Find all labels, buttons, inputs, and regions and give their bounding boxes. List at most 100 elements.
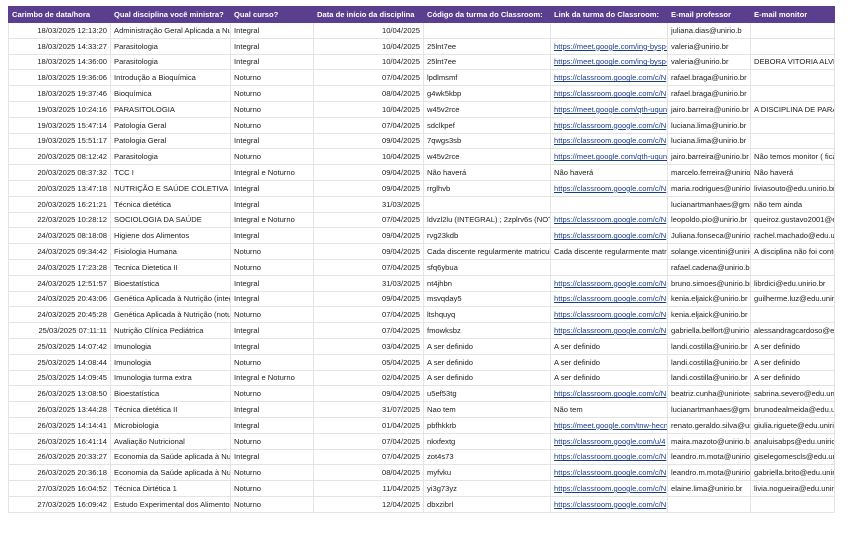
- table-row: 26/03/2025 20:36:18 Economia da Saúde apl…: [8, 464, 835, 482]
- table-cell: ldvzl2lu (INTEGRAL) ; 2zplrv6s (NOTUI: [423, 211, 551, 229]
- table-cell: rafael.cadena@unirio.br: [667, 258, 751, 276]
- table-cell: alessandragcardoso@ed: [750, 322, 835, 339]
- table-cell: 07/04/2025: [313, 211, 424, 229]
- table-cell: https://classroom.google.com/c/N: [550, 179, 668, 197]
- table-cell: [550, 22, 668, 39]
- table-row: 20/03/2025 16:21:21 Técnica dietética Inte…: [8, 195, 835, 213]
- table-cell: 25/03/2025 14:08:44: [8, 353, 111, 371]
- table-cell: Não temos monitor ( fica: [750, 148, 835, 166]
- table-cell: 12/04/2025: [313, 495, 424, 513]
- table-cell: https://classroom.google.com/c/N: [550, 290, 668, 308]
- table-cell: 07/04/2025: [313, 258, 424, 276]
- table-cell: 26/03/2025 13:44:28: [8, 401, 111, 418]
- table-cell: livia.nogueira@edu.unir: [750, 480, 835, 497]
- table-cell: https://classroom.google.com/c/N: [550, 385, 668, 403]
- table-cell: Patologia Geral: [110, 132, 231, 150]
- table-cell: PARASITOLOGIA: [110, 100, 231, 118]
- table-cell: Bioestatística: [110, 274, 231, 292]
- table-cell: leandro.m.mota@unirio.t: [667, 448, 751, 466]
- table-cell: Bioquímica: [110, 85, 231, 102]
- table-row: 26/03/2025 16:41:14 Avaliação Nutricional…: [8, 432, 835, 450]
- table-cell: rvg23kdb: [423, 227, 551, 245]
- table-cell: Cada discente regularmente matric: [550, 243, 668, 260]
- table-cell: 09/04/2025: [313, 164, 424, 181]
- table-cell: gabriella.brito@edu.unir: [750, 464, 835, 482]
- table-cell: https://classroom.google.com/c/N: [550, 322, 668, 339]
- table-cell: 09/04/2025: [313, 227, 424, 245]
- table-cell: ltshquyq: [423, 306, 551, 324]
- table-cell: não tem ainda: [750, 195, 835, 213]
- table-cell: [750, 69, 835, 87]
- table-row: 18/03/2025 14:33:27 Parasitologia Integral…: [8, 37, 835, 55]
- spreadsheet: Carimbo de data/hora Qual disciplina você…: [8, 6, 835, 513]
- table-cell: sabrina.severo@edu.unir: [750, 385, 835, 403]
- table-cell: Não haverá: [423, 164, 551, 181]
- table-cell: 25/03/2025 14:09:45: [8, 369, 111, 387]
- table-cell: 22/03/2025 10:28:12: [8, 211, 111, 229]
- table-cell: w45v2rce: [423, 100, 551, 118]
- table-cell: 20/03/2025 08:37:32: [8, 164, 111, 181]
- header-row: Carimbo de data/hora Qual disciplina você…: [8, 6, 835, 23]
- table-row: 26/03/2025 13:44:28 Técnica dietética II I…: [8, 401, 835, 418]
- table-cell: [423, 195, 551, 213]
- table-cell: Técnica dietética: [110, 195, 231, 213]
- table-cell: TCC I: [110, 164, 231, 181]
- table-row: 22/03/2025 10:28:12 SOCIOLOGIA DA SAÚDE In…: [8, 211, 835, 229]
- table-row: 24/03/2025 09:34:42 Fisiologia Humana Notu…: [8, 243, 835, 260]
- table-cell: 05/04/2025: [313, 353, 424, 371]
- table-row: 20/03/2025 08:37:32 TCC I Integral e Notur…: [8, 164, 835, 181]
- table-row: 19/03/2025 15:47:14 Patologia Geral Noturn…: [8, 116, 835, 134]
- table-cell: maria.rodrigues@unirio.t: [667, 179, 751, 197]
- table-cell: elaine.lima@unirio.br: [667, 480, 751, 497]
- table-cell: https://classroom.google.com/c/N: [550, 116, 668, 134]
- table-cell: Noturno: [230, 148, 314, 166]
- table-cell: https://meet.google.com/qth-uqun: [550, 148, 668, 166]
- table-cell: 19/03/2025 15:51:17: [8, 132, 111, 150]
- table-cell: Bioestatística: [110, 385, 231, 403]
- table-row: 18/03/2025 12:13:20 Administração Geral A…: [8, 22, 835, 39]
- table-cell: 25/03/2025 07:11:11: [8, 322, 111, 339]
- table-cell: Nao tem: [423, 401, 551, 418]
- table-cell: Noturno: [230, 243, 314, 260]
- table-cell: https://classroom.google.com/c/N: [550, 69, 668, 87]
- table-cell: jairo.barreira@unirio.br: [667, 100, 751, 118]
- table-cell: kenia.eljaick@unirio.br: [667, 290, 751, 308]
- table-cell: [750, 132, 835, 150]
- table-cell: 25/03/2025 14:07:42: [8, 337, 111, 355]
- table-row: 24/03/2025 12:51:57 Bioestatística Integra…: [8, 274, 835, 292]
- table-cell: [750, 495, 835, 513]
- table-row: 27/03/2025 16:09:42 Estudo Experimental d…: [8, 495, 835, 513]
- table-cell: Tecnica Dietetica II: [110, 258, 231, 276]
- table-row: 25/03/2025 14:09:45 Imunologia turma extr…: [8, 369, 835, 387]
- table-cell: rrglhvb: [423, 179, 551, 197]
- table-cell: 24/03/2025 20:45:28: [8, 306, 111, 324]
- table-cell: 7qwgs3sb: [423, 132, 551, 150]
- table-row: 26/03/2025 20:33:27 Economia da Saúde apl…: [8, 448, 835, 466]
- table-cell: Genética Aplicada à Nutrição (notur: [110, 306, 231, 324]
- table-cell: beatriz.cunha@uniriotec: [667, 385, 751, 403]
- table-cell: lucianartmanhaes@gma: [667, 195, 751, 213]
- table-cell: Fisiologia Humana: [110, 243, 231, 260]
- table-cell: marcelo.ferreira@unirio.t: [667, 164, 751, 181]
- table-cell: [550, 195, 668, 213]
- table-cell: A DISCIPLINA DE PARAS: [750, 100, 835, 118]
- column-header: E-mail professor: [667, 6, 751, 23]
- column-header: Qual curso?: [230, 6, 314, 23]
- table-cell: Integral: [230, 401, 314, 418]
- table-cell: https://classroom.google.com/c/N: [550, 227, 668, 245]
- table-cell: 25lnt7ee: [423, 37, 551, 55]
- table-row: 19/03/2025 10:24:16 PARASITOLOGIA Noturno 1…: [8, 100, 835, 118]
- table-cell: 24/03/2025 09:34:42: [8, 243, 111, 260]
- table-cell: Introdução a Bioquímica: [110, 69, 231, 87]
- table-cell: 18/03/2025 19:36:06: [8, 69, 111, 87]
- table-cell: 26/03/2025 16:41:14: [8, 432, 111, 450]
- table-cell: Integral: [230, 416, 314, 434]
- table-cell: Noturno: [230, 306, 314, 324]
- table-cell: 03/04/2025: [313, 337, 424, 355]
- table-cell: juliana.dias@unirio.b: [667, 22, 751, 39]
- table-cell: 20/03/2025 13:47:18: [8, 179, 111, 197]
- table-cell: Noturno: [230, 100, 314, 118]
- table-cell: 27/03/2025 16:04:52: [8, 480, 111, 497]
- table-cell: 26/03/2025 14:14:41: [8, 416, 111, 434]
